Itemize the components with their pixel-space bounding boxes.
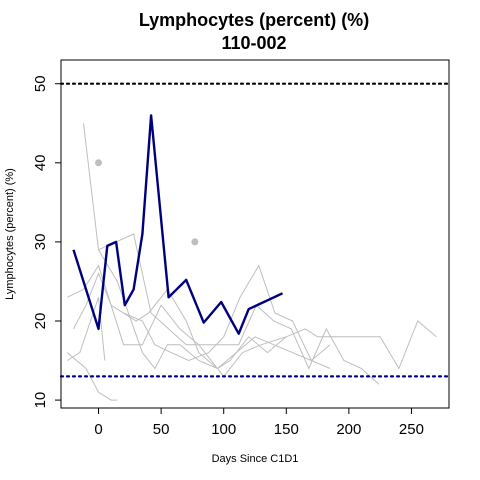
- background-series-line: [67, 264, 331, 370]
- highlight-series-group: [72, 114, 284, 335]
- background-point: [95, 159, 102, 167]
- plot-frame: [60, 59, 450, 409]
- y-tick-label: 50: [32, 75, 49, 92]
- y-axis: 10 20 30 40 50: [32, 75, 61, 408]
- x-tick-label: 150: [274, 421, 299, 438]
- background-point: [191, 238, 199, 246]
- background-series-line: [98, 249, 287, 370]
- background-series-line: [123, 264, 331, 362]
- y-tick-label: 40: [32, 154, 49, 171]
- background-series-line: [67, 297, 106, 361]
- background-series-line: [73, 272, 437, 378]
- x-tick-label: 250: [399, 421, 424, 438]
- x-tick-label: 0: [94, 421, 102, 438]
- y-axis-label: Lymphocytes (percent) (%): [4, 168, 16, 300]
- x-axis: 0 50 100 150 200 250: [94, 408, 424, 438]
- x-tick-label: 200: [336, 421, 361, 438]
- background-series-group: [66, 123, 437, 401]
- y-tick-label: 10: [32, 392, 49, 409]
- x-axis-label: Days Since C1D1: [212, 453, 299, 465]
- x-tick-label: 50: [153, 421, 170, 438]
- chart-subtitle: 110-002: [221, 33, 286, 53]
- x-tick-label: 100: [211, 421, 236, 438]
- highlight-series-line: [72, 114, 284, 335]
- background-series-line: [66, 352, 118, 401]
- y-tick-label: 30: [32, 234, 49, 251]
- y-tick-label: 20: [32, 313, 49, 330]
- reference-lines-group: [59, 82, 451, 378]
- chart-title: Lymphocytes (percent) (%): [139, 10, 369, 30]
- background-series-line: [83, 123, 380, 385]
